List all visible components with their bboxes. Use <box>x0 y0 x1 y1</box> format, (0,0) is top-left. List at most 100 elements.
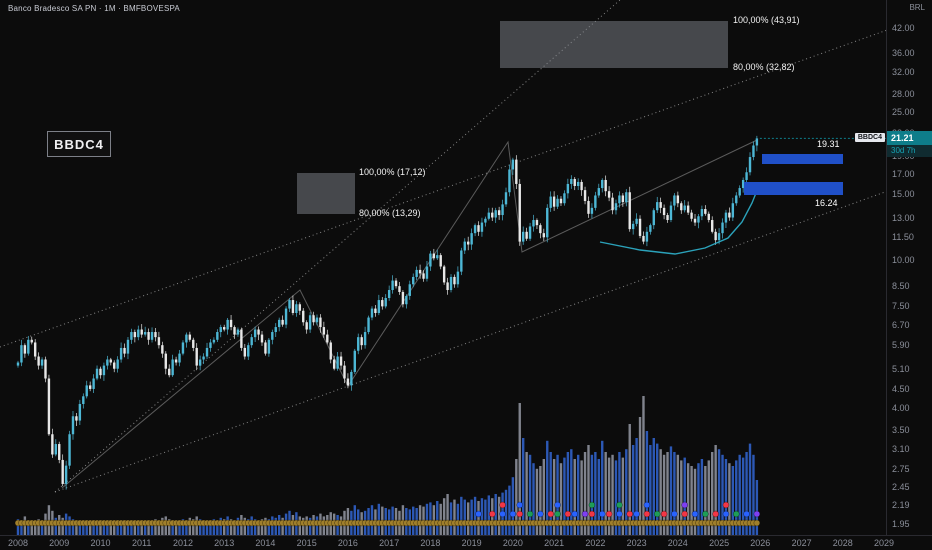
candle-body <box>209 342 212 348</box>
volume-bar <box>594 452 597 536</box>
candle-body <box>638 218 642 236</box>
time-axis[interactable]: 2008 2009 2010 2011 2012 2013 2014 2015 2016 2017… <box>0 535 932 550</box>
volume-bar <box>525 452 528 536</box>
projection-band-0[interactable] <box>762 153 843 164</box>
event-marker <box>588 501 596 509</box>
volume-bar <box>583 452 587 536</box>
event-marker <box>643 510 651 518</box>
event-marker <box>516 501 523 509</box>
event-marker <box>681 510 688 518</box>
volume-bar <box>707 460 710 536</box>
price-tick: 2.45 <box>892 482 910 493</box>
dividend-markers[interactable] <box>14 501 761 527</box>
volume-bar <box>154 519 157 536</box>
candle-body <box>477 225 480 232</box>
candle-body <box>656 202 659 211</box>
volume-bar <box>174 522 178 536</box>
price-tick: 28.00 <box>892 88 915 99</box>
projection-band-1[interactable] <box>744 181 843 195</box>
candle-body <box>501 204 504 216</box>
candle-body <box>20 345 23 363</box>
volume-bar <box>556 454 559 536</box>
volume-bar <box>683 457 686 536</box>
candle-body <box>504 192 508 205</box>
volume-bar <box>714 445 717 536</box>
year-tick: 2028 <box>832 538 853 548</box>
event-marker <box>702 510 709 518</box>
candle-body <box>374 308 377 313</box>
symbol-watermark-label[interactable]: BBDC4 <box>47 131 111 157</box>
year-tick: 2020 <box>502 538 523 548</box>
fib-extension-zone-upper[interactable] <box>500 21 728 68</box>
candle-body <box>480 222 484 232</box>
volume-bar <box>137 520 140 536</box>
price-axis[interactable]: BRL 21.21 30d 7h 42.00 36.00 32.00 28.00 25.… <box>886 0 932 536</box>
volume-bar <box>192 519 195 536</box>
candle-body <box>71 416 75 435</box>
candle-body <box>456 271 460 285</box>
year-tick: 2015 <box>296 538 317 548</box>
candle-body <box>721 222 724 234</box>
year-tick: 2013 <box>214 538 235 548</box>
volume-bar <box>436 501 439 536</box>
candle-body <box>556 198 559 207</box>
candle-body <box>260 334 264 343</box>
candle-body <box>147 332 150 340</box>
candle-body <box>460 250 463 272</box>
candle-body <box>233 327 236 335</box>
trendlines[interactable] <box>0 0 932 493</box>
candle-body <box>64 465 68 484</box>
volume-bar <box>690 466 693 536</box>
bar-countdown: 30d 7h <box>887 145 932 158</box>
zigzag-layer[interactable] <box>61 139 758 489</box>
volume-bar <box>542 459 546 536</box>
candle-body <box>446 282 449 291</box>
band-price-label-1: 16.24 <box>815 198 838 208</box>
volume-bar <box>676 454 680 536</box>
candle-body <box>346 378 350 386</box>
volume-bar <box>126 520 130 536</box>
volume-bar <box>82 523 85 536</box>
candle-body <box>580 181 583 191</box>
volume-bar <box>656 443 659 536</box>
last-price-tag: 21.21 <box>887 131 932 146</box>
year-tick: 2024 <box>667 538 688 548</box>
volume-bar <box>642 396 645 536</box>
volume-bar <box>497 496 501 536</box>
candle-body <box>267 339 271 354</box>
candle-body <box>412 276 415 285</box>
volume-bar <box>566 452 570 536</box>
year-tick: 2022 <box>585 538 606 548</box>
candle-body <box>126 339 130 354</box>
candle-body <box>628 192 631 230</box>
candle-body <box>99 368 102 376</box>
symbol-title[interactable]: Banco Bradesco SA PN · 1M · BMFBOVESPA <box>8 4 180 13</box>
event-marker <box>743 510 750 518</box>
volume-bar <box>735 460 738 536</box>
volume-bar <box>580 460 583 536</box>
price-tick: 4.50 <box>892 383 910 394</box>
volume-bar <box>119 522 123 536</box>
volume-bar <box>30 523 33 536</box>
volume-bar <box>508 485 511 536</box>
candle-body <box>164 353 167 369</box>
event-marker <box>660 510 668 518</box>
volume-bar <box>102 524 106 536</box>
volume-bar <box>460 496 463 536</box>
candle-body <box>367 317 370 333</box>
trend-zigzag[interactable] <box>61 139 758 489</box>
candle-body <box>257 329 260 335</box>
event-marker <box>633 510 640 518</box>
volume-bar <box>724 459 728 536</box>
candle-body <box>621 195 625 203</box>
candle-body <box>51 434 54 455</box>
candle-body <box>216 332 219 340</box>
fib-extension-zone-lower[interactable] <box>297 173 355 214</box>
event-marker <box>554 510 561 518</box>
year-tick: 2008 <box>7 538 29 548</box>
price-tick: 15.00 <box>892 189 915 200</box>
candle-body <box>23 345 27 354</box>
price-tick: 36.00 <box>892 47 915 58</box>
candle-body <box>704 209 707 214</box>
